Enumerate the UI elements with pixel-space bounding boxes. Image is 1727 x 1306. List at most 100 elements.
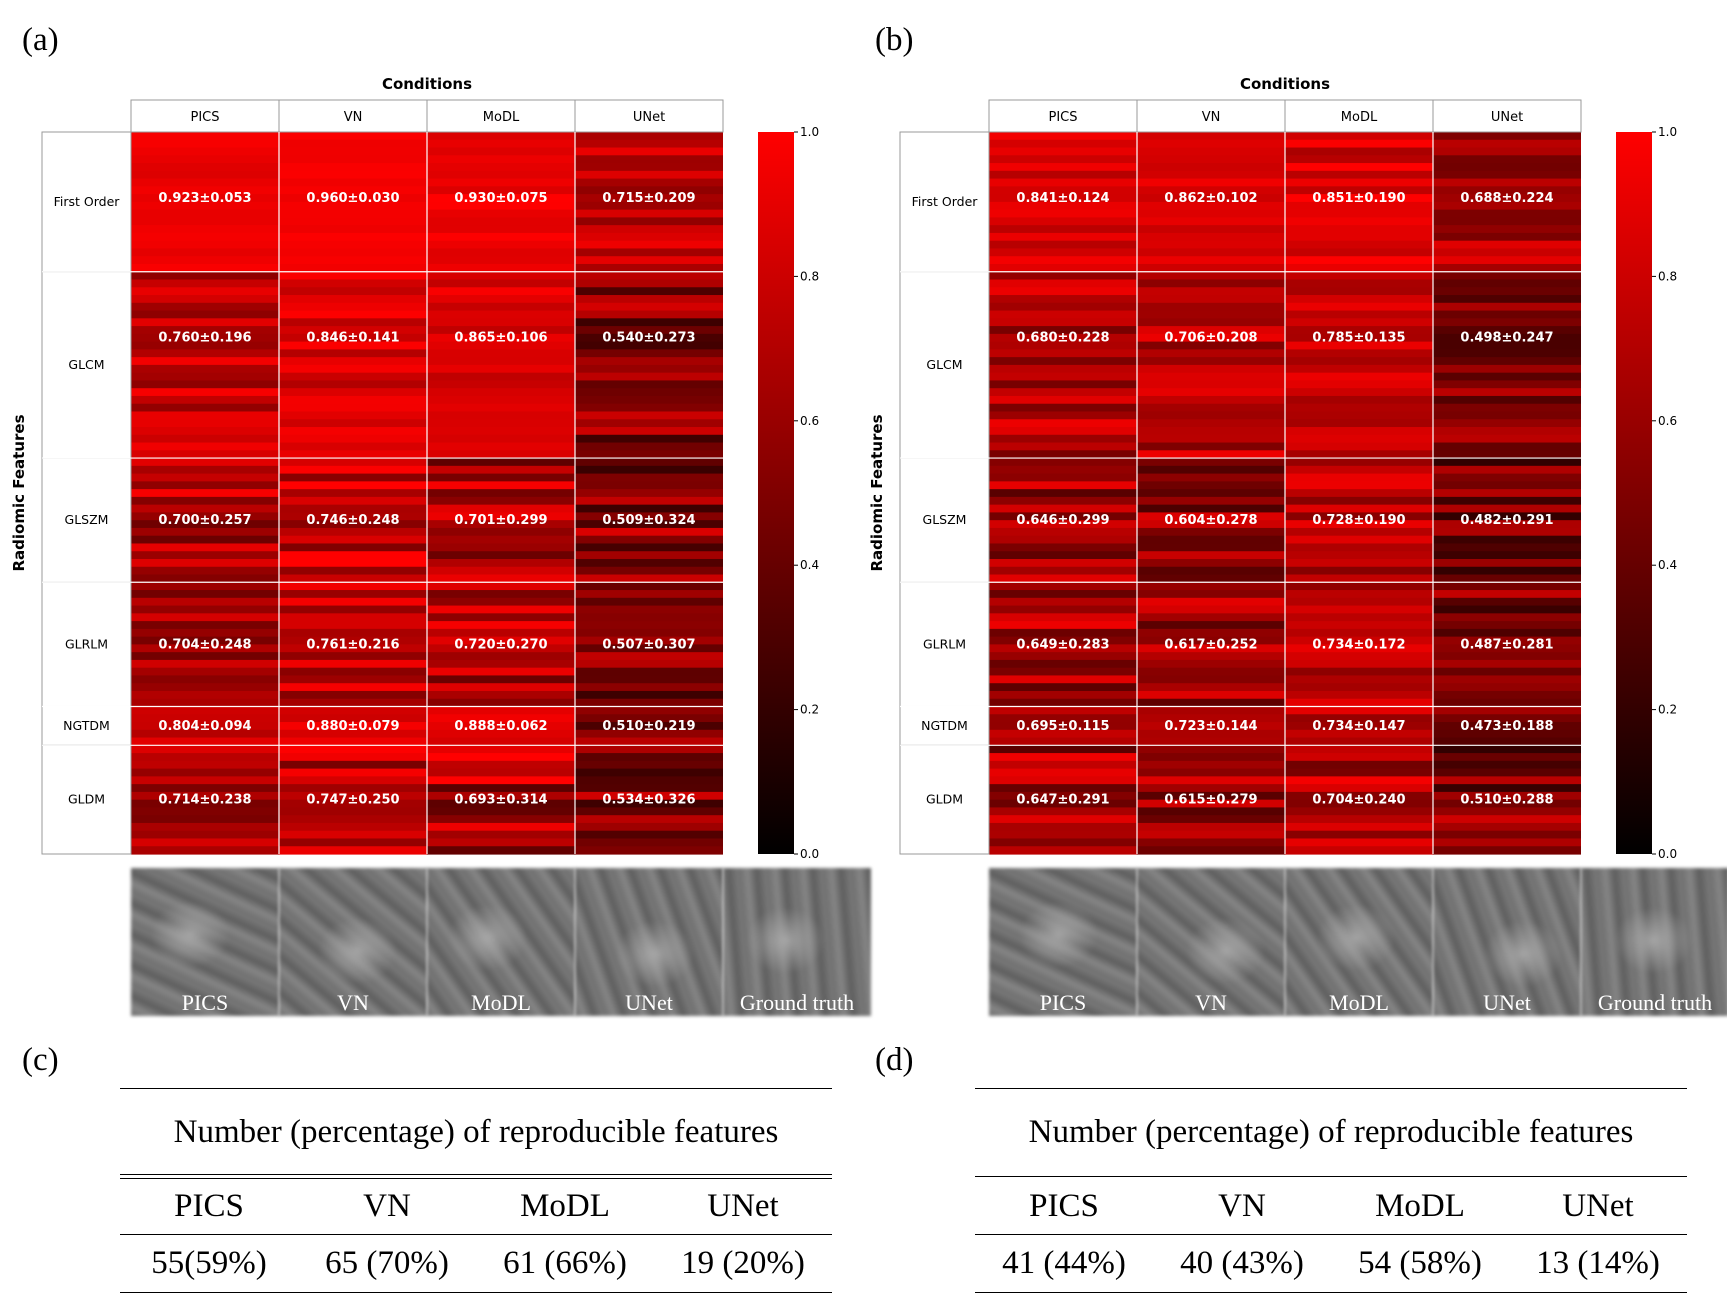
heatmap-cell <box>1137 372 1285 382</box>
heatmap-cell <box>131 621 279 630</box>
heatmap-cell <box>1285 822 1433 832</box>
heatmap-cell <box>279 403 427 413</box>
heatmap-cell <box>427 675 575 684</box>
heatmap-cell <box>427 411 575 420</box>
heatmap-cell <box>1137 605 1285 614</box>
heatmap-cell <box>989 295 1137 304</box>
heatmap-cell <box>131 380 279 389</box>
mr-image-label: VN <box>1195 990 1227 1015</box>
heatmap-cell <box>989 302 1137 312</box>
cell-value-label: 0.482±0.291 <box>1460 513 1553 528</box>
heatmap-cell <box>575 147 723 156</box>
cell-value-label: 0.747±0.250 <box>306 793 399 808</box>
table-header-row: PICS VN MoDL UNet <box>120 1188 832 1225</box>
heatmap-cell <box>1433 737 1581 746</box>
table-header: UNet <box>1562 1188 1634 1224</box>
table-cell: 41 (44%) <box>1002 1245 1126 1281</box>
heatmap-cell <box>989 558 1137 568</box>
colorbar-tick-label: 0.4 <box>800 558 819 572</box>
heatmap-cell <box>131 287 279 296</box>
heatmap-cell <box>1137 248 1285 257</box>
heatmap-cell <box>131 442 279 451</box>
heatmap-cell <box>1285 690 1433 700</box>
heatmap-cell <box>279 768 427 777</box>
colorbar <box>758 132 794 854</box>
heatmap-cell <box>1433 574 1581 583</box>
heatmap-cell <box>1433 380 1581 389</box>
heatmap-cell <box>1137 434 1285 444</box>
cell-value-label: 0.473±0.188 <box>1460 719 1553 734</box>
heatmap-cell <box>1433 279 1581 288</box>
heatmap-cell <box>1433 442 1581 451</box>
heatmap-cell <box>427 287 575 296</box>
heatmap-cell <box>131 745 279 754</box>
cell-value-label: 0.617±0.252 <box>1164 637 1257 652</box>
heatmap-cell <box>1433 372 1581 382</box>
x-axis-label: Conditions <box>1240 75 1330 93</box>
heatmap-cell <box>1137 147 1285 156</box>
heatmap-cell <box>1137 132 1285 141</box>
heatmap-cell <box>279 597 427 607</box>
heatmap-cell <box>131 403 279 413</box>
heatmap-cell <box>1137 652 1285 661</box>
heatmap-cell <box>575 132 723 141</box>
heatmap-cell <box>427 186 575 195</box>
heatmap-cell <box>279 729 427 739</box>
heatmap-cell <box>279 636 427 645</box>
heatmap-cell <box>989 605 1137 614</box>
heatmap-cell <box>989 194 1137 203</box>
mr-image-patch <box>989 868 1137 1016</box>
heatmap-cell <box>1137 737 1285 746</box>
heatmap-cell <box>279 147 427 156</box>
heatmap-cell <box>427 636 575 645</box>
heatmap-cell <box>1433 543 1581 552</box>
heatmap-cell <box>1137 225 1285 234</box>
heatmap-cell <box>575 535 723 545</box>
heatmap-cell <box>575 574 723 583</box>
cell-value-label: 0.846±0.141 <box>306 331 399 346</box>
heatmap-cell <box>575 706 723 715</box>
heatmap-cell <box>1285 302 1433 312</box>
heatmap-cell <box>575 364 723 374</box>
heatmap-cell <box>1285 186 1433 195</box>
heatmap-cell <box>131 217 279 226</box>
heatmap-cell <box>989 442 1137 451</box>
heatmap-cell <box>1433 675 1581 684</box>
heatmap-cell <box>1137 256 1285 265</box>
heatmap-cell <box>575 636 723 645</box>
heatmap-cell <box>989 574 1137 583</box>
heatmap-cell <box>1285 512 1433 521</box>
cell-value-label: 0.510±0.219 <box>602 719 695 734</box>
heatmap-cell <box>1285 341 1433 350</box>
heatmap-cell <box>575 822 723 832</box>
panel-label-a: (a) <box>22 22 59 58</box>
heatmap-cell <box>1285 698 1433 708</box>
heatmap-cell <box>131 520 279 529</box>
heatmap-cell <box>427 582 575 591</box>
heatmap-cell <box>575 527 723 537</box>
heatmap-cell <box>1285 644 1433 653</box>
heatmap-cell <box>131 155 279 164</box>
heatmap-cell <box>575 791 723 801</box>
heatmap-cell <box>131 636 279 645</box>
cell-value-label: 0.615±0.279 <box>1164 793 1257 808</box>
heatmap-cell <box>989 434 1137 444</box>
table-rule <box>975 1292 1687 1293</box>
heatmap-cell <box>279 791 427 801</box>
heatmap-cell <box>1285 496 1433 506</box>
heatmap-cell <box>1285 194 1433 203</box>
heatmap-cell <box>575 745 723 754</box>
cell-value-label: 0.723±0.144 <box>1164 719 1257 734</box>
heatmap-cell <box>1433 558 1581 568</box>
heatmap-cell <box>575 481 723 490</box>
heatmap-cell <box>1433 388 1581 397</box>
heatmap-cell <box>131 496 279 506</box>
heatmap-cell <box>131 225 279 234</box>
heatmap-cell <box>1285 310 1433 319</box>
heatmap-cell <box>279 776 427 785</box>
heatmap-cell <box>575 613 723 622</box>
heatmap-cell <box>1285 201 1433 211</box>
heatmap-cell <box>131 605 279 614</box>
heatmap-cell <box>279 326 427 335</box>
table-cell: 65 (70%) <box>325 1245 449 1281</box>
